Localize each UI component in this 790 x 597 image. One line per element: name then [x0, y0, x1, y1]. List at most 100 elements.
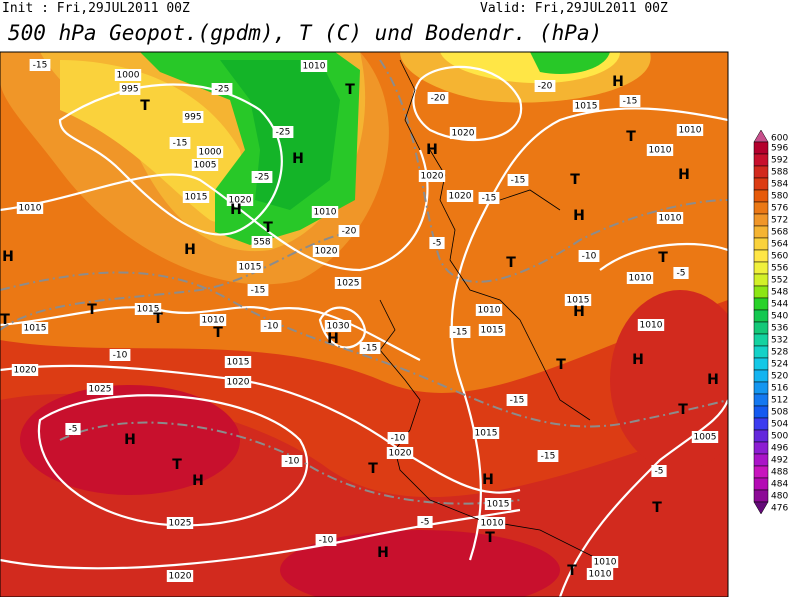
valid-time: Valid: Fri,29JUL2011 00Z: [480, 1, 668, 16]
colorbar-label: 564: [771, 240, 788, 250]
isobar: [37, 394, 308, 527]
temperature-label: -25: [255, 173, 270, 183]
pressure-label-box: [418, 170, 446, 182]
pressure-label: 1010: [679, 126, 702, 136]
colorbar-label: 520: [771, 372, 788, 382]
colorbar-swatch: [753, 213, 769, 227]
colorbar-swatch: [753, 489, 769, 503]
colorbar-label: 488: [771, 468, 788, 478]
colorbar-label: 492: [771, 456, 788, 466]
colorbar-swatch: [753, 453, 769, 467]
colorbar-label: 540: [771, 312, 788, 322]
pressure-label-box: [386, 447, 414, 459]
pressure-center: T: [658, 250, 668, 266]
pressure-label-box: [591, 556, 619, 568]
temperature-label-box: [247, 284, 269, 296]
pressure-center: T: [87, 302, 97, 318]
temperature-label: -15: [511, 176, 526, 186]
temperature-label: -15: [510, 396, 525, 406]
colorbar-label: 556: [771, 264, 788, 274]
pressure-label-box: [478, 517, 506, 529]
temperature-label-box: [65, 423, 81, 435]
colorbar-label: 508: [771, 408, 788, 418]
pressure-center: H: [573, 208, 585, 224]
colorbar-swatch: [753, 417, 769, 431]
pressure-center: H: [184, 242, 196, 258]
pressure-label-box: [11, 364, 39, 376]
colorbar-label: 500: [771, 432, 788, 442]
pressure-label-box: [656, 212, 684, 224]
map-frame: [0, 51, 729, 597]
temperature-label: -10: [285, 457, 300, 467]
temperature-label: -15: [363, 344, 378, 354]
temperature-label-box: [429, 237, 445, 249]
pressure-label-box: [251, 236, 273, 248]
pressure-label: 1020: [315, 247, 338, 257]
pressure-center: T: [678, 402, 688, 418]
pressure-label: 1015: [239, 263, 262, 273]
pressure-center: T: [345, 82, 355, 98]
colorbar-label: 560: [771, 252, 788, 262]
colorbar-swatch: [753, 261, 769, 275]
colorbar-swatch: [753, 429, 769, 443]
isotherm: [0, 229, 361, 331]
temperature-label-box: [507, 174, 529, 186]
pressure-center: H: [612, 74, 624, 90]
pressure-center: T: [485, 530, 495, 546]
temperature-label: -15: [623, 97, 638, 107]
pressure-center: T: [567, 563, 577, 579]
pressure-label-box: [334, 277, 362, 289]
isotherm: [379, 59, 728, 283]
temperature-label-box: [506, 394, 528, 406]
pressure-center: T: [570, 172, 580, 188]
temperature-label: -15: [453, 328, 468, 338]
pressure-label: 1000: [199, 148, 222, 158]
temperature-label-box: [534, 80, 556, 92]
pressure-label-box: [676, 124, 704, 136]
colorbar-label: 480: [771, 492, 788, 502]
pressure-label: 1020: [229, 196, 252, 206]
pressure-label-box: [166, 517, 194, 529]
colorbar-swatch: [753, 141, 769, 155]
colorbar-label: 552: [771, 276, 788, 286]
pressure-center: H: [426, 142, 438, 158]
temperature-label: -5: [677, 269, 686, 279]
pressure-center: T: [368, 461, 378, 477]
temperature-label: -10: [264, 322, 279, 332]
pressure-label: 1010: [19, 204, 42, 214]
pressure-label-box: [691, 431, 719, 443]
pressure-center: T: [0, 312, 10, 328]
isobar: [0, 149, 429, 272]
temperature-label-box: [281, 455, 303, 467]
pressure-label: 1015: [24, 324, 47, 334]
pressure-label: 1030: [327, 322, 350, 332]
colorbar-label: 532: [771, 336, 788, 346]
temperature-label: -15: [541, 452, 556, 462]
colorbar-label: 600: [771, 134, 788, 144]
pressure-label: 1015: [567, 296, 590, 306]
temperature-label-box: [673, 267, 689, 279]
pressure-label-box: [586, 568, 614, 580]
colorbar-swatch: [753, 393, 769, 407]
pressure-label-box: [311, 206, 339, 218]
pressure-label-box: [21, 322, 49, 334]
colorbar-swatch: [753, 201, 769, 215]
isobar: [58, 83, 283, 236]
temperature-label-box: [315, 534, 337, 546]
colorbar-swatch: [753, 405, 769, 419]
colorbar-label: 496: [771, 444, 788, 454]
colorbar-label: 528: [771, 348, 788, 358]
pressure-label: 1010: [594, 558, 617, 568]
colorbar-swatch: [753, 297, 769, 311]
pressure-label: 1010: [589, 570, 612, 580]
isobar: [318, 306, 367, 349]
colorbar-label: 588: [771, 168, 788, 178]
pressure-label: 1020: [227, 378, 250, 388]
pressure-label: 1010: [202, 316, 225, 326]
pressure-center: H: [678, 167, 690, 183]
pressure-label: 1010: [629, 274, 652, 284]
colorbar-label: 544: [771, 300, 788, 310]
pressure-label-box: [224, 356, 252, 368]
pressure-center: H: [292, 151, 304, 167]
temperature-label-box: [417, 516, 433, 528]
